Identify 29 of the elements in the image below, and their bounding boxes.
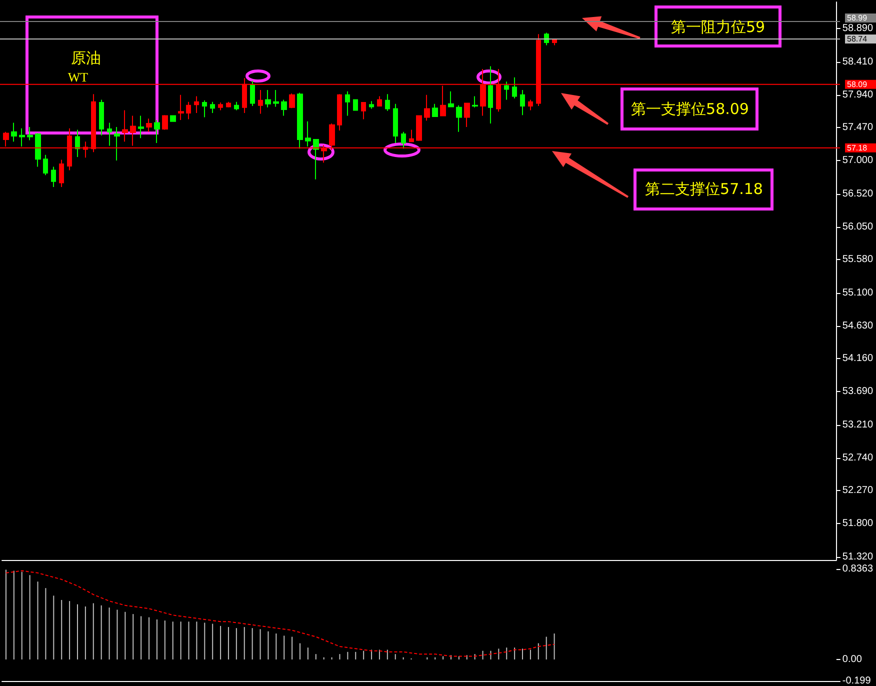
y-tick-label: 57.940 bbox=[842, 89, 874, 100]
y-tick-label: 56.050 bbox=[842, 221, 874, 232]
ref-line-label: 58.09 bbox=[847, 80, 868, 89]
annotation: 原油 bbox=[71, 49, 101, 67]
y-tick-label: 0.00 bbox=[842, 654, 862, 665]
y-tick-label: 57.000 bbox=[842, 154, 874, 166]
y-tick-label: 55.580 bbox=[842, 254, 874, 266]
y-tick-label: 51.320 bbox=[842, 552, 874, 562]
annotation: WT bbox=[68, 70, 88, 84]
ref-line-label: 57.18 bbox=[847, 143, 868, 152]
y-tick-label: 58.410 bbox=[842, 56, 874, 68]
ref-line-label: 58.99 bbox=[847, 14, 868, 23]
y-tick-label: 52.740 bbox=[842, 452, 874, 464]
y-tick-label: -0.199 bbox=[842, 676, 872, 686]
y-tick-label: 53.210 bbox=[842, 420, 874, 431]
y-tick-label: 55.100 bbox=[842, 288, 874, 299]
annotation: 第一支撑位58.09 bbox=[631, 100, 749, 118]
y-tick-label: 54.160 bbox=[842, 353, 874, 364]
y-tick-label: 0.8363 bbox=[842, 564, 874, 574]
annotation: 第二支撑位57.18 bbox=[645, 180, 763, 198]
y-tick-label: 52.270 bbox=[842, 485, 874, 496]
y-tick-label: 51.800 bbox=[842, 518, 874, 529]
y-tick-label: 58.890 bbox=[842, 23, 874, 34]
y-tick-label: 57.470 bbox=[842, 122, 874, 134]
ref-line-label: 58.74 bbox=[847, 34, 868, 44]
y-tick-label: 53.690 bbox=[842, 386, 874, 398]
annotation: 第一阻力位59 bbox=[670, 18, 766, 36]
y-tick-label: 54.630 bbox=[842, 320, 874, 332]
y-tick-label: 56.520 bbox=[842, 188, 874, 200]
